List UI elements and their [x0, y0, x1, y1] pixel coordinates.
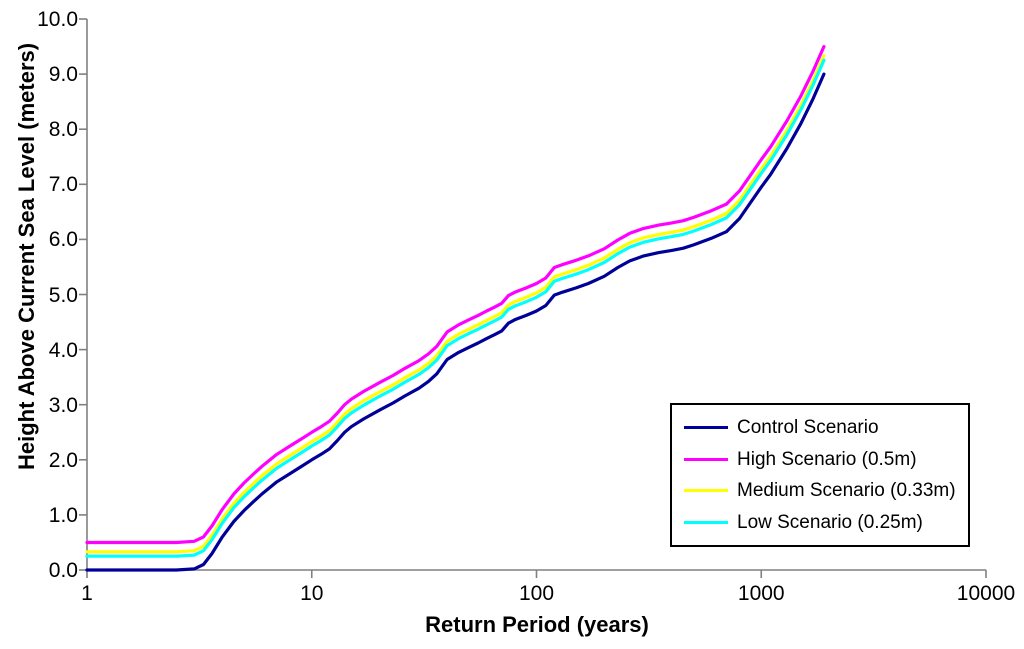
x-tick-label: 1000	[737, 582, 785, 605]
legend-item: Control Scenario	[672, 418, 968, 437]
x-tick-label: 100	[518, 582, 555, 605]
x-axis-title: Return Period (years)	[425, 612, 649, 637]
y-tick-label: 1.0	[48, 503, 78, 527]
legend-label: Low Scenario (0.25m)	[737, 512, 923, 534]
legend-item: High Scenario (0.5m)	[672, 450, 968, 469]
x-tick-label: 10000	[956, 582, 1016, 605]
y-tick-label: 4.0	[48, 338, 78, 362]
y-tick-label: 2.0	[48, 448, 78, 472]
y-tick-label: 8.0	[48, 118, 78, 142]
legend: Control Scenario High Scenario (0.5m) Medi…	[670, 403, 970, 547]
y-axis-title: Height Above Current Sea Level (meters)	[14, 42, 39, 470]
series-line-high-scenario-0-5m	[85, 44, 826, 545]
series-line-low-scenario-0-25m	[85, 58, 826, 558]
y-tick-label: 3.0	[48, 393, 78, 417]
x-tick-label: 10	[300, 582, 324, 605]
y-tick-label: 6.0	[48, 228, 78, 252]
legend-line-sample	[684, 521, 728, 525]
legend-line-sample	[684, 489, 728, 493]
series-line-control-scenario	[85, 72, 826, 572]
y-tick-label: 5.0	[48, 283, 78, 307]
legend-item: Medium Scenario (0.33m)	[672, 481, 968, 500]
y-tick-label: 10.0	[37, 8, 78, 31]
x-tick-label: 1	[81, 582, 93, 605]
y-tick-label: 0.0	[48, 559, 78, 582]
legend-item: Low Scenario (0.25m)	[672, 513, 968, 532]
legend-label: Control Scenario	[737, 416, 879, 438]
legend-label: Medium Scenario (0.33m)	[737, 480, 956, 502]
legend-label: High Scenario (0.5m)	[737, 448, 917, 470]
y-tick-label: 7.0	[48, 173, 78, 197]
series-line-medium-scenario-0-33m	[85, 54, 826, 554]
y-tick-label: 9.0	[48, 63, 78, 87]
legend-line-sample	[684, 457, 728, 461]
legend-line-sample	[684, 425, 728, 429]
